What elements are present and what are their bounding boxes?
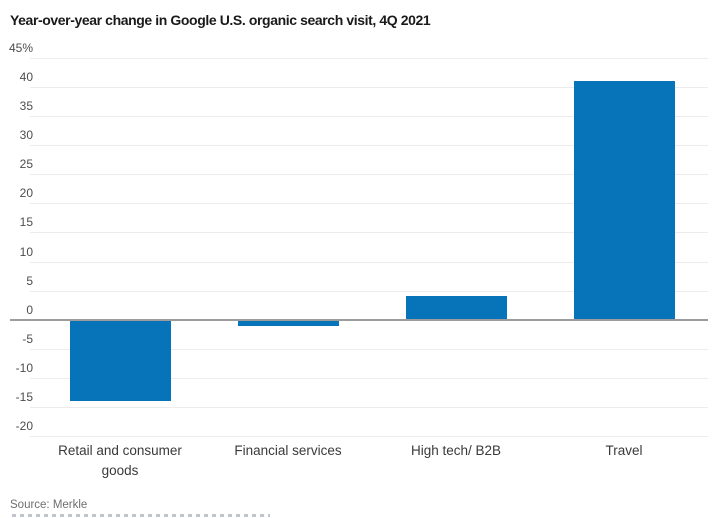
category-label: Retail and consumer goods — [58, 443, 182, 478]
gridline — [30, 290, 708, 292]
gridline — [30, 145, 708, 147]
gridline — [30, 377, 708, 379]
y-tick-label: 25 — [19, 157, 33, 172]
y-tick-label: 20 — [19, 186, 33, 201]
y-tick-label: 30 — [19, 128, 33, 143]
category-label: High tech/ B2B — [410, 443, 502, 458]
y-tick-label: 35 — [19, 99, 33, 114]
y-tick-label: -20 — [15, 419, 33, 433]
category-label: Travel — [605, 443, 643, 458]
y-tick-label: 40 — [19, 70, 33, 85]
category-label: Financial services — [234, 443, 342, 458]
gridline — [30, 406, 708, 408]
zero-baseline — [10, 318, 708, 321]
bar — [237, 319, 339, 326]
gridline — [30, 87, 708, 89]
y-tick-label: -15 — [15, 389, 33, 404]
source-credit: Source: Merkle — [10, 499, 88, 511]
y-tick-label: 15 — [19, 215, 33, 230]
gridline — [30, 348, 708, 350]
gridline — [30, 203, 708, 205]
gridline — [30, 174, 708, 176]
gridline — [30, 436, 708, 437]
y-tick-label: 10 — [19, 244, 33, 259]
y-tick-label: 5 — [26, 273, 33, 288]
y-tick-label: 45% — [8, 41, 33, 55]
gridline — [30, 232, 708, 234]
bar — [573, 81, 675, 320]
gridline — [30, 116, 708, 118]
chart-title: Year-over-year change in Google U.S. org… — [10, 12, 431, 28]
bar — [69, 319, 171, 402]
clipped-footer-text — [12, 514, 270, 517]
gridline — [30, 261, 708, 263]
y-tick-label: 0 — [26, 302, 33, 317]
gridline — [30, 58, 708, 59]
y-tick-label: -10 — [15, 360, 33, 375]
y-tick-label: -5 — [22, 331, 33, 346]
bar — [405, 296, 507, 320]
